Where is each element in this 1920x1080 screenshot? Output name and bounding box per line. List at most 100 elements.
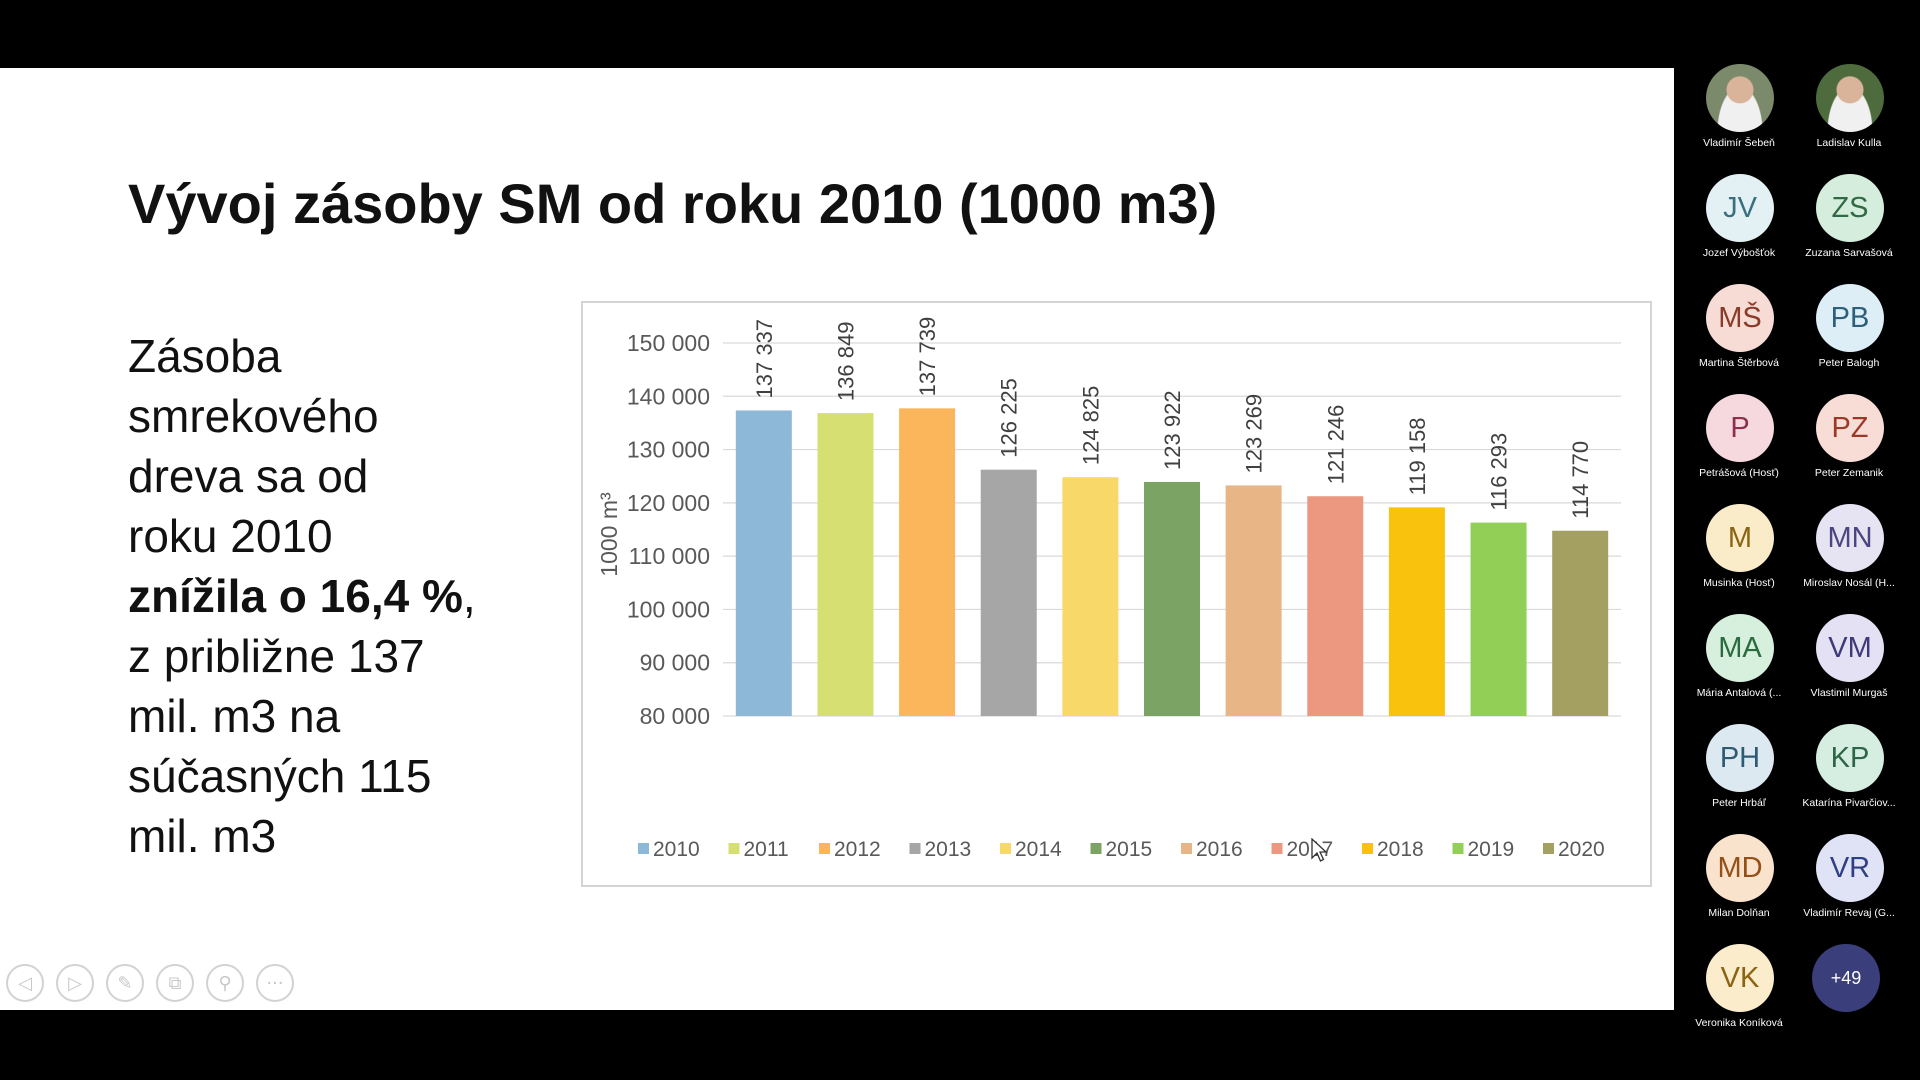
shared-presentation-slide: Vývoj zásoby SM od roku 2010 (1000 m3) Z…	[0, 68, 1674, 1010]
next-slide-icon[interactable]: ▷	[56, 964, 94, 1002]
slides-grid-icon[interactable]: ⧉	[156, 964, 194, 1002]
legend-swatch	[819, 843, 830, 854]
participant-avatar: MN	[1816, 504, 1884, 572]
participants-panel: Vladimír Šebeň Ladislav Kulla JV Jozef Výbo…	[1674, 0, 1920, 1080]
participant-name: Vladimír Šebeň	[1703, 137, 1775, 149]
bar-data-label: 114 770	[1568, 441, 1593, 519]
participant-name: Martina Štěrbová	[1699, 357, 1779, 369]
participant-name: Petrášová (Hosť)	[1699, 467, 1779, 479]
participant-avatar: MŠ	[1706, 284, 1774, 352]
previous-slide-icon[interactable]: ◁	[6, 964, 44, 1002]
legend-swatch	[1271, 843, 1283, 854]
participant-tile[interactable]: VK Veronika Koníková	[1684, 944, 1794, 1044]
participant-name: Vladimír Revaj (G...	[1803, 907, 1895, 919]
bar	[1144, 481, 1200, 716]
slide-body-text: Zásoba smrekového dreva sa od roku 2010 zníž…	[128, 326, 568, 866]
slide-body-line: z približne 137	[128, 630, 425, 682]
participant-avatar: M	[1706, 504, 1774, 572]
legend-swatch	[1181, 843, 1192, 854]
participant-tile[interactable]: P Petrášová (Hosť)	[1684, 394, 1794, 494]
participant-tile[interactable]: VM Vlastimil Murgaš	[1794, 614, 1904, 714]
legend-label: 2014	[1015, 838, 1062, 861]
participant-avatar: P	[1706, 394, 1774, 462]
slide-body-line: roku 2010	[128, 510, 333, 562]
bar-chart-svg: 80 000 90 000 100 000 110 000 120 000 130 000…	[596, 317, 1621, 861]
participant-tile[interactable]: MD Milan Dolňan	[1684, 834, 1794, 934]
bar	[1307, 496, 1364, 716]
bar-data-label: 123 922	[1160, 390, 1185, 470]
participant-name: Peter Zemanik	[1814, 467, 1884, 479]
legend-label: 2011	[744, 838, 789, 861]
bar	[735, 410, 792, 716]
bar-data-label: 126 225	[997, 378, 1022, 458]
participant-tile[interactable]: MA Mária Antalová (...	[1684, 614, 1794, 714]
participant-avatar: MD	[1706, 834, 1774, 902]
participant-name: Mária Antalová (...	[1696, 687, 1782, 699]
legend-swatch	[909, 843, 921, 854]
participant-photo	[1706, 64, 1774, 132]
bar-data-label: 136 849	[833, 322, 858, 402]
slide-body-line: znížila o 16,4 %,	[128, 566, 568, 626]
bar-data-label: 119 158	[1405, 417, 1430, 495]
participant-name: Ladislav Kulla	[1816, 137, 1882, 149]
participant-name: Katarína Pivarčiov...	[1802, 797, 1896, 809]
participant-avatar: VR	[1816, 834, 1884, 902]
participant-name: Musinka (Hosť)	[1703, 577, 1775, 589]
legend-swatch	[1543, 843, 1554, 854]
participant-tile[interactable]: PH Peter Hrbáľ	[1684, 724, 1794, 824]
y-tick-label: 80 000	[640, 703, 710, 729]
participant-tile[interactable]: VR Vladimír Revaj (G...	[1794, 834, 1904, 934]
participant-name: Miroslav Nosál (H...	[1803, 577, 1895, 589]
participant-tile[interactable]: JV Jozef Výbošťok	[1684, 174, 1794, 274]
bar	[817, 413, 874, 716]
y-tick-label: 130 000	[627, 437, 710, 463]
legend-swatch	[1362, 843, 1373, 854]
slide-body-line: mil. m3 na	[128, 690, 341, 742]
pen-icon[interactable]: ✎	[106, 964, 144, 1002]
y-axis-label: 1000 m³	[596, 492, 622, 577]
bar	[980, 469, 1037, 716]
slide-body-line: súčasných 115	[128, 750, 432, 802]
participant-avatar: KP	[1816, 724, 1884, 792]
y-tick-label: 110 000	[629, 543, 710, 569]
zoom-icon[interactable]: ⚲	[206, 964, 244, 1002]
participant-tile[interactable]: MŠ Martina Štěrbová	[1684, 284, 1794, 384]
legend-label: 2016	[1196, 838, 1243, 861]
bar-chart: 80 000 90 000 100 000 110 000 120 000 130 000…	[581, 301, 1652, 887]
bar-data-label: 137 337	[752, 319, 777, 399]
participant-name: Zuzana Sarvašová	[1805, 247, 1893, 259]
bar	[1470, 522, 1527, 716]
legend-label: 2019	[1468, 838, 1515, 861]
participant-tile[interactable]: PZ Peter Zemanik	[1794, 394, 1904, 494]
participant-name: Peter Balogh	[1818, 357, 1880, 369]
participant-avatar: PB	[1816, 284, 1884, 352]
participant-name: Jozef Výbošťok	[1702, 247, 1776, 259]
bar	[1552, 530, 1609, 716]
more-options-icon[interactable]: ···	[256, 964, 294, 1002]
more-participants-button[interactable]: +49	[1812, 944, 1880, 1012]
participant-tile[interactable]: Ladislav Kulla	[1794, 64, 1904, 164]
participant-avatar: MA	[1706, 614, 1774, 682]
bar-data-label: 137 739	[915, 317, 940, 397]
bar-data-label: 121 246	[1323, 405, 1348, 485]
legend-swatch	[1090, 843, 1102, 854]
participant-name: Peter Hrbáľ	[1712, 797, 1766, 809]
bar	[899, 408, 956, 716]
participant-name: Veronika Koníková	[1695, 1017, 1783, 1029]
legend-label: 2018	[1377, 838, 1424, 861]
participant-tile[interactable]: PB Peter Balogh	[1794, 284, 1904, 384]
participant-avatar: VM	[1816, 614, 1884, 682]
legend-label: 2015	[1106, 838, 1153, 861]
participant-tile[interactable]: Vladimír Šebeň	[1684, 64, 1794, 164]
bar	[1225, 485, 1282, 716]
participant-tile[interactable]: M Musinka (Hosť)	[1684, 504, 1794, 604]
participant-tile[interactable]: MN Miroslav Nosál (H...	[1794, 504, 1904, 604]
y-tick-label: 90 000	[640, 650, 710, 676]
participant-avatar: ZS	[1816, 174, 1884, 242]
participant-tile[interactable]: KP Katarína Pivarčiov...	[1794, 724, 1904, 824]
participant-tile[interactable]: ZS Zuzana Sarvašová	[1794, 174, 1904, 274]
participant-name: Vlastimil Murgaš	[1810, 687, 1888, 699]
participant-name: Milan Dolňan	[1708, 907, 1770, 919]
bar-data-label: 123 269	[1242, 394, 1267, 474]
